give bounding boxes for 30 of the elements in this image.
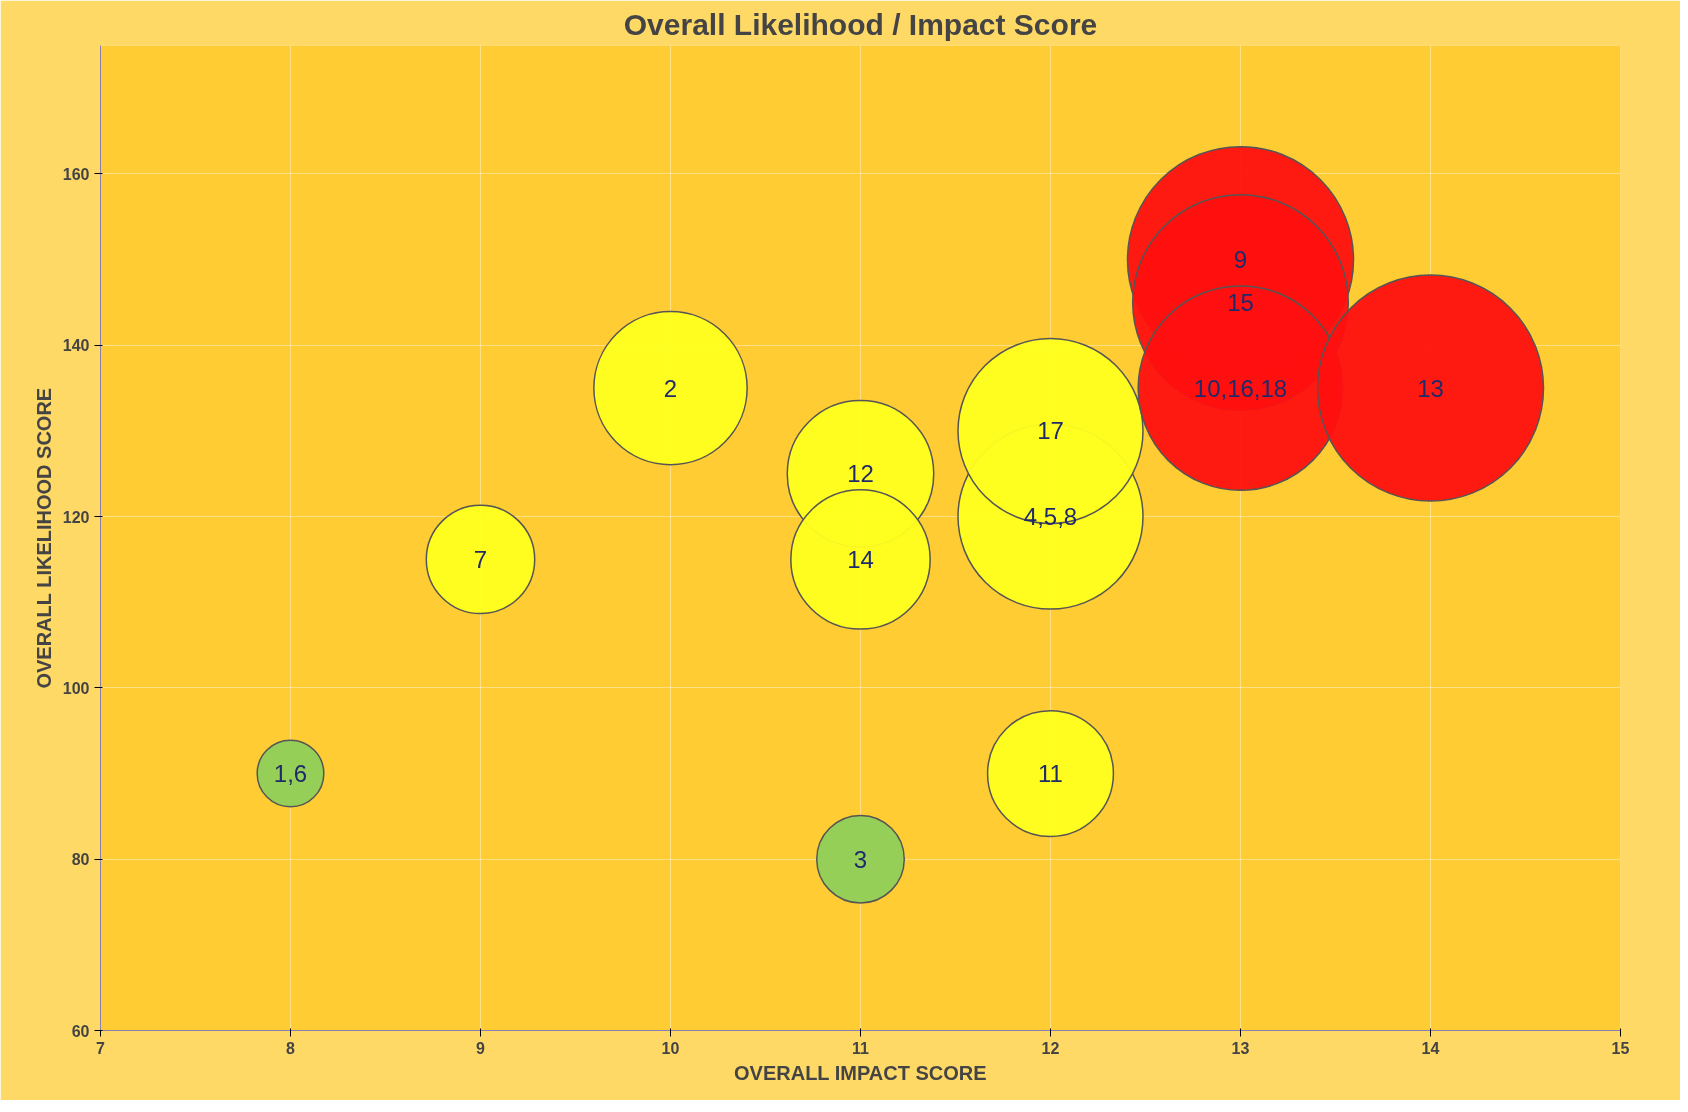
x-tick-label: 12 <box>1041 1039 1060 1057</box>
y-axis-title: OVERALL LIKELIHOOD SCORE <box>32 387 55 689</box>
x-tick-label: 15 <box>1611 1039 1630 1057</box>
x-tick-label: 9 <box>476 1039 486 1057</box>
x-axis-title: OVERALL IMPACT SCORE <box>734 1061 987 1084</box>
y-tick-label: 140 <box>62 337 90 355</box>
annotation: 13 <box>1417 374 1444 402</box>
x-tick-label: 14 <box>1421 1039 1440 1057</box>
annotation: 11 <box>1038 760 1063 788</box>
x-tick-label: 13 <box>1231 1039 1250 1057</box>
annotation: 14 <box>847 545 874 573</box>
annotation: 1,6 <box>273 760 308 788</box>
annotation: 12 <box>847 460 874 488</box>
y-tick-label: 80 <box>71 851 90 869</box>
x-tick-label: 7 <box>96 1039 106 1057</box>
y-tick-label: 60 <box>71 1022 90 1040</box>
annotation: 17 <box>1037 417 1064 445</box>
x-tick-label: 11 <box>852 1039 870 1057</box>
chart-title: Overall Likelihood / Impact Score <box>623 7 1098 41</box>
y-tick-label: 120 <box>62 508 90 526</box>
annotation: 9 <box>1233 246 1248 274</box>
y-tick-label: 160 <box>62 165 90 183</box>
annotation: 7 <box>473 545 488 573</box>
y-tick-label: 100 <box>62 679 90 697</box>
annotation: 2 <box>663 374 678 402</box>
x-tick-label: 8 <box>286 1039 296 1057</box>
annotation: 3 <box>853 845 868 873</box>
annotation: 15 <box>1227 288 1254 316</box>
annotation: 10,16,18 <box>1193 374 1288 402</box>
x-tick-label: 10 <box>661 1039 680 1057</box>
